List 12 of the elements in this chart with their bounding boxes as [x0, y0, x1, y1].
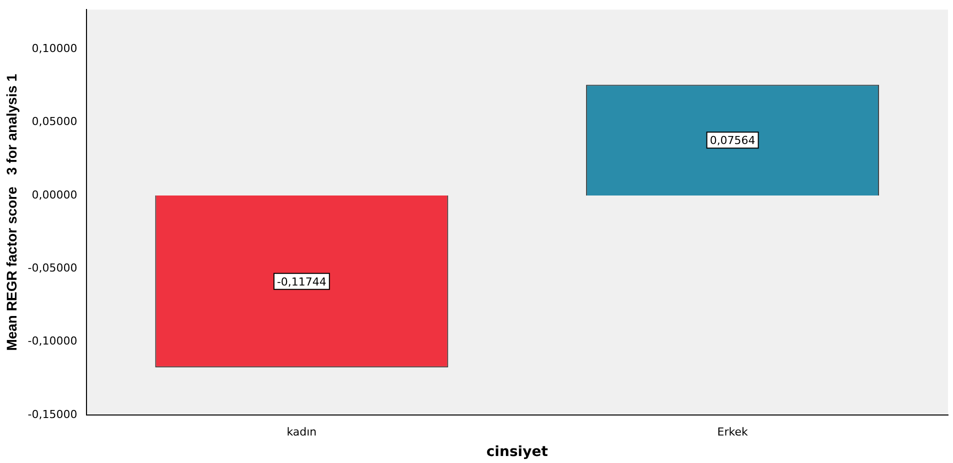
y-tick-label: 0,00000 [32, 188, 78, 202]
data-label: -0,11744 [276, 275, 326, 288]
data-label: 0,07564 [710, 134, 756, 147]
y-axis-title: Mean REGR factor score 3 for analysis 1 [3, 74, 20, 351]
y-tick-label: -0,05000 [28, 262, 78, 275]
y-tick-label: -0,10000 [28, 334, 78, 348]
y-tick-label: 0,05000 [32, 115, 78, 128]
x-tick-label: Erkek [717, 425, 748, 438]
x-axis-title: cinsiyet [486, 444, 548, 460]
y-tick-label: 0,10000 [32, 42, 78, 55]
x-tick-label: kadın [286, 425, 317, 438]
y-tick-label: -0,15000 [28, 408, 78, 421]
